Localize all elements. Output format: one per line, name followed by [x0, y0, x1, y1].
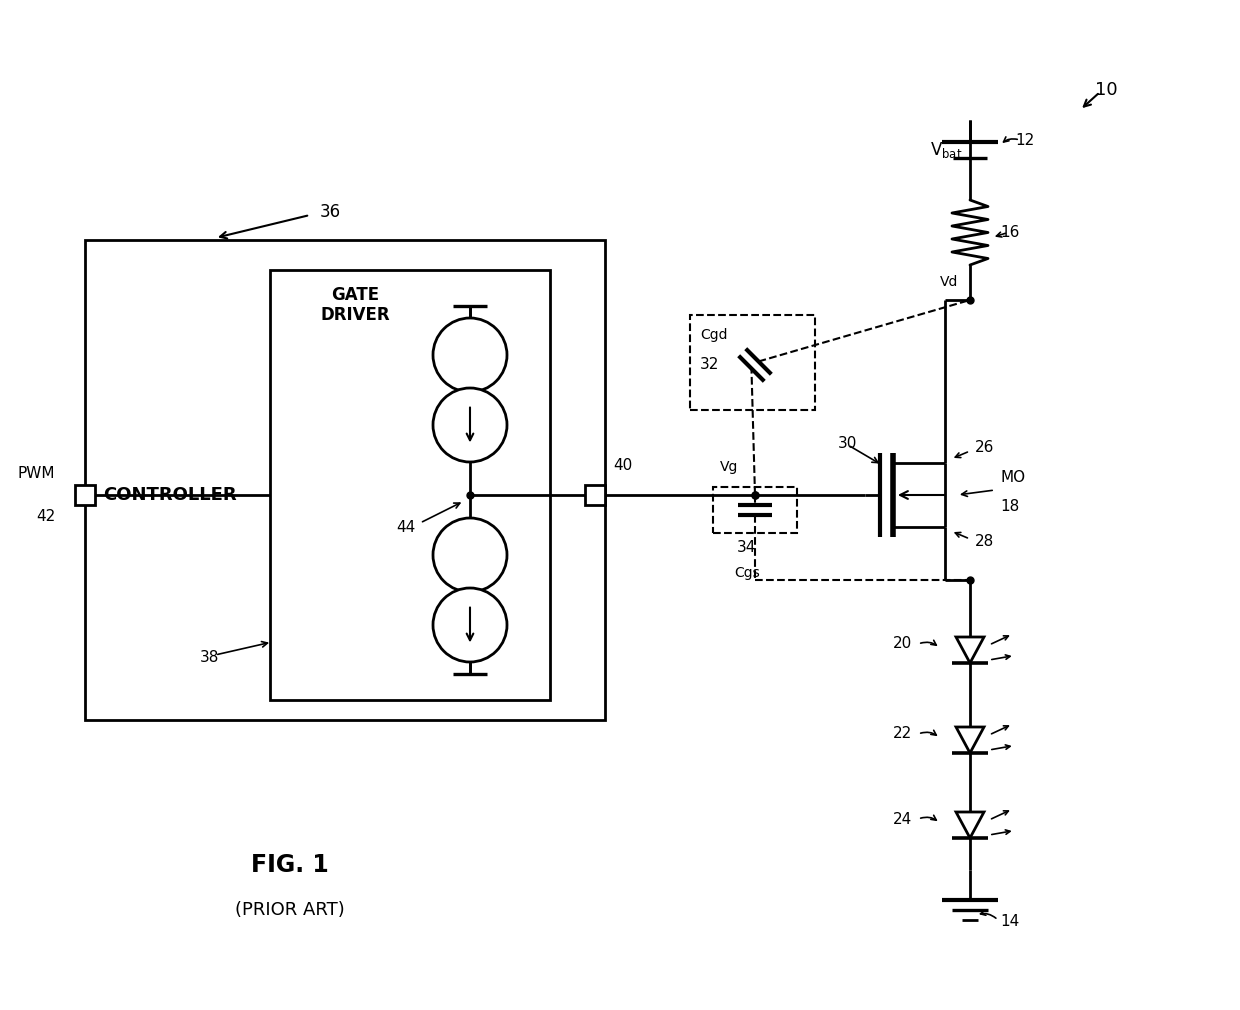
Text: 28: 28 — [975, 534, 994, 549]
Text: 24: 24 — [893, 811, 911, 826]
Text: 32: 32 — [701, 357, 719, 372]
Text: 14: 14 — [999, 914, 1019, 929]
Text: 36: 36 — [320, 203, 341, 221]
Text: 44: 44 — [396, 520, 415, 535]
Text: Cgs: Cgs — [734, 566, 760, 580]
Bar — [585, 485, 605, 505]
Text: 16: 16 — [999, 225, 1019, 240]
Text: 34: 34 — [738, 539, 756, 554]
Text: V$_{\rm bat}$: V$_{\rm bat}$ — [930, 140, 962, 160]
Text: 26: 26 — [975, 440, 994, 456]
Bar — [74, 485, 95, 505]
Text: 10: 10 — [1095, 81, 1117, 99]
Text: 20: 20 — [893, 636, 911, 651]
Circle shape — [433, 318, 507, 392]
Bar — [713, 487, 797, 533]
Bar — [689, 315, 815, 410]
Circle shape — [433, 588, 507, 662]
Text: 42: 42 — [36, 509, 55, 524]
Text: 12: 12 — [1016, 132, 1034, 147]
Text: PWM: PWM — [17, 466, 55, 481]
Circle shape — [433, 388, 507, 462]
Text: Vd: Vd — [940, 275, 959, 289]
Text: Vg: Vg — [720, 460, 738, 474]
Text: (PRIOR ART): (PRIOR ART) — [236, 901, 345, 919]
Text: 30: 30 — [838, 435, 857, 450]
Bar — [270, 270, 551, 700]
Text: 38: 38 — [200, 650, 219, 666]
Text: FIG. 1: FIG. 1 — [252, 853, 329, 877]
Text: 18: 18 — [999, 500, 1019, 514]
Bar — [86, 240, 605, 720]
Text: 40: 40 — [613, 458, 632, 473]
Text: Cgd: Cgd — [701, 328, 728, 342]
Text: 22: 22 — [893, 726, 911, 741]
Text: GATE
DRIVER: GATE DRIVER — [320, 286, 389, 324]
Circle shape — [433, 518, 507, 592]
Text: MO: MO — [999, 470, 1025, 485]
Text: CONTROLLER: CONTROLLER — [103, 486, 237, 504]
